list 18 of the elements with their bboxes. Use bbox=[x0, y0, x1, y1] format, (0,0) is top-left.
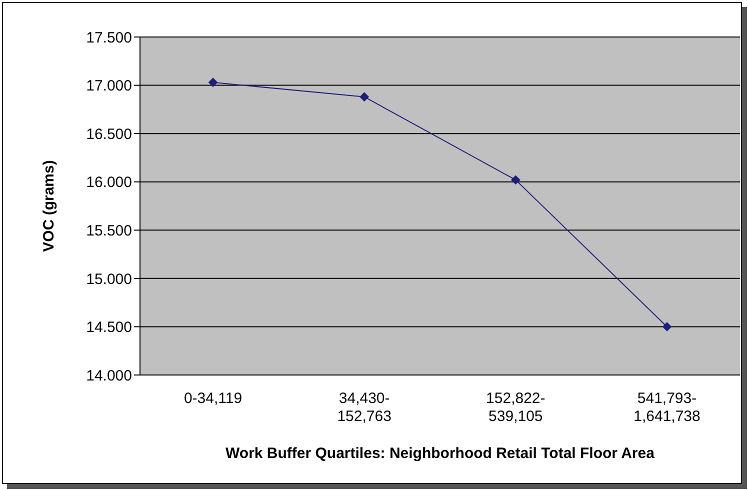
point bbox=[360, 92, 369, 102]
x-tick-label: 34,430-152,763 bbox=[337, 390, 392, 425]
y-tick-label: 16.500 bbox=[86, 126, 132, 143]
point bbox=[208, 78, 218, 87]
x-axis-title: Work Buffer Quartiles: Neighborhood Retail Total Floor Area bbox=[226, 445, 656, 462]
y-tick-label: 14.000 bbox=[86, 367, 132, 384]
y-axis-title: VOC (grams) bbox=[40, 160, 58, 252]
y-tick-label: 17.500 bbox=[86, 29, 132, 46]
y-tick-label: 14.500 bbox=[86, 319, 132, 336]
x-tick-label: 0-34,119 bbox=[184, 390, 242, 407]
point bbox=[511, 175, 520, 184]
y-tick-label: 17.000 bbox=[86, 78, 132, 95]
x-tick-label: 541,793-1,641,738 bbox=[634, 390, 700, 425]
y-tick-label: 15.500 bbox=[86, 222, 132, 240]
y-tick-label: 15.000 bbox=[86, 270, 132, 288]
point bbox=[662, 322, 672, 332]
y-tick-label: 16.000 bbox=[86, 174, 132, 192]
x-tick-label: 152,822-539,105 bbox=[486, 390, 546, 425]
